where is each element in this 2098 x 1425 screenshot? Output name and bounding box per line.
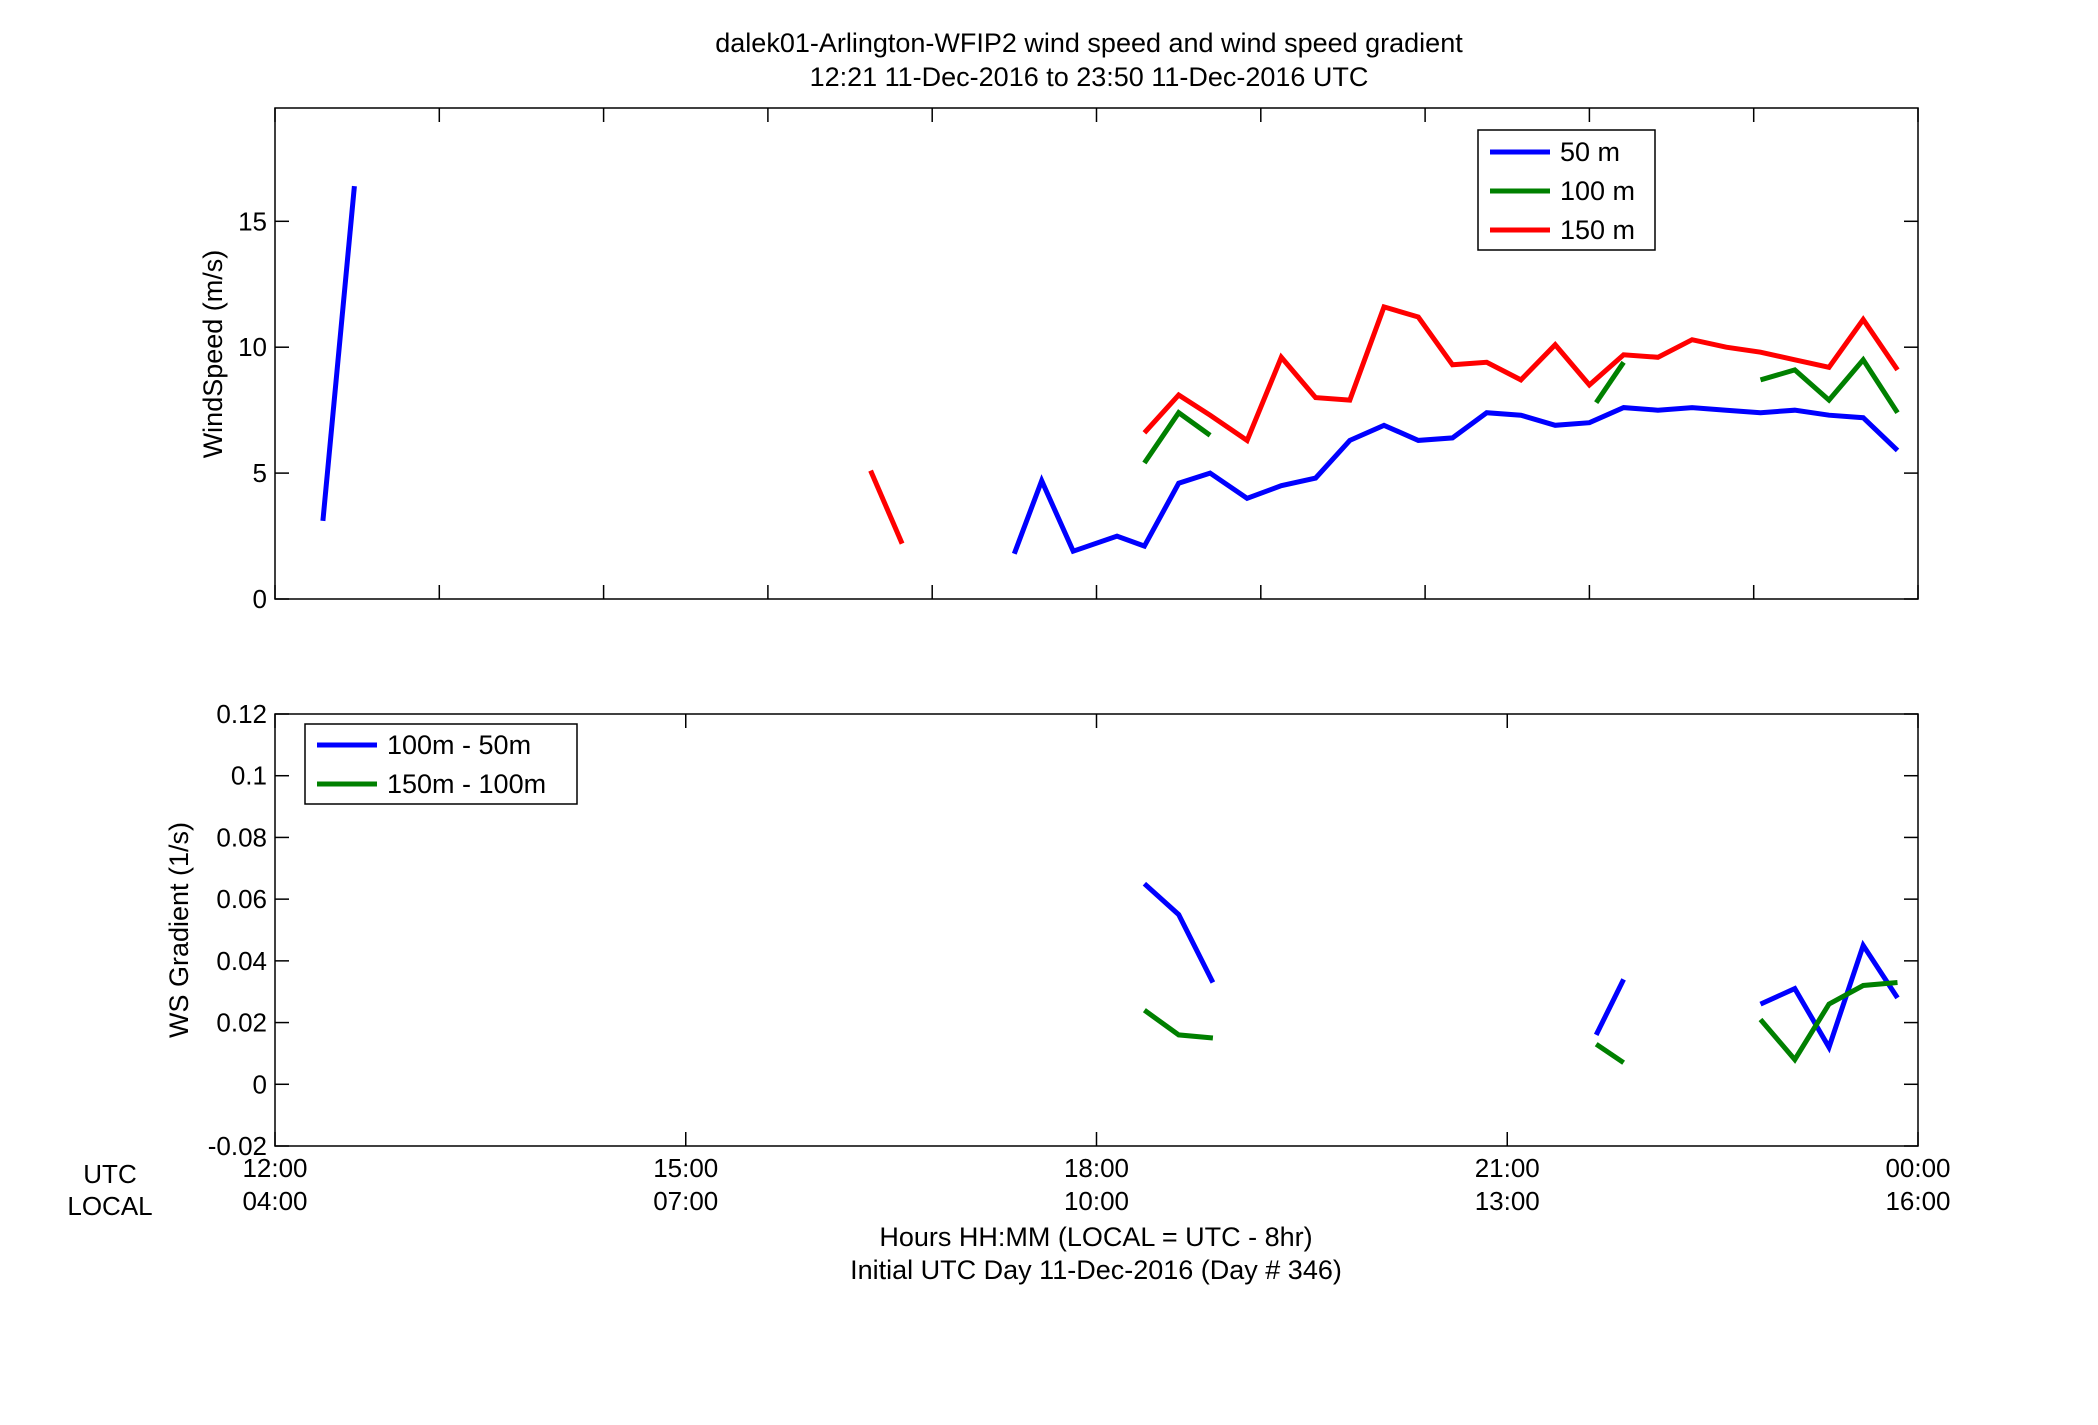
- ws-gradient-ticks: -0.02 0 0.02 0.04 0.06 0.08 0.1 0.12: [208, 699, 1919, 1161]
- x-tick-label-local: 10:00: [1064, 1186, 1129, 1216]
- wind-speed-legend-label-1: 50 m: [1560, 137, 1620, 167]
- x-tick-label-local: 04:00: [242, 1186, 307, 1216]
- wind-speed-ticks: 0 5 10 15: [238, 108, 1919, 614]
- ws-gradient-legend-label-2: 150m - 100m: [387, 769, 546, 799]
- ws-gradient-ytick-label: 0.08: [216, 822, 267, 852]
- ws-gradient-ytick-label: -0.02: [208, 1131, 267, 1161]
- ws-gradient-series-1-segment-2: [1593, 978, 1626, 1037]
- wind-speed-ytick-label: 5: [253, 458, 267, 488]
- wind-speed-legend: 50 m 100 m 150 m: [1477, 129, 1656, 251]
- wind-speed-series-1-segment-2: [1011, 405, 1900, 555]
- wind-speed-series-3-segment-1: [868, 469, 905, 545]
- wind-speed-legend-label-2: 100 m: [1560, 176, 1635, 206]
- x-tick-label-local: 16:00: [1885, 1186, 1950, 1216]
- wind-speed-series: [320, 185, 1900, 555]
- x-tick-label-utc: 18:00: [1064, 1153, 1129, 1183]
- ws-gradient-ytick-label: 0.02: [216, 1008, 267, 1038]
- ws-gradient-panel: -0.02 0 0.02 0.04 0.06 0.08 0.1 0.12 WS Gradien…: [164, 699, 1919, 1161]
- wind-speed-series-2-segment-3: [1759, 355, 1900, 415]
- ws-gradient-ytick-label: 0.06: [216, 884, 267, 914]
- ws-gradient-series: [1142, 881, 1900, 1065]
- wind-speed-ytick-label: 15: [238, 206, 267, 236]
- ws-gradient-ytick-label: 0.12: [216, 699, 267, 729]
- x-tick-label-utc: 00:00: [1885, 1153, 1950, 1183]
- chart-title-line1: dalek01-Arlington-WFIP2 wind speed and w…: [715, 28, 1463, 58]
- ws-gradient-series-2-segment-1: [1142, 1008, 1214, 1041]
- wind-speed-plot-area: [274, 107, 1919, 600]
- wind-speed-series-2-segment-1: [1142, 409, 1212, 465]
- ws-gradient-legend-label-1: 100m - 50m: [387, 730, 531, 760]
- x-tick-label-utc: 15:00: [653, 1153, 718, 1183]
- ws-gradient-legend-box: [304, 723, 578, 805]
- ws-gradient-ytick-label: 0.1: [231, 761, 267, 791]
- ws-gradient-series-2-segment-2: [1594, 1042, 1625, 1065]
- chart-title-line2: 12:21 11-Dec-2016 to 23:50 11-Dec-2016 U…: [810, 62, 1369, 92]
- wind-speed-series-2-segment-2: [1594, 360, 1626, 405]
- x-axis-label-line2: Initial UTC Day 11-Dec-2016 (Day # 346): [850, 1255, 1342, 1285]
- utc-row-label: UTC: [83, 1159, 136, 1189]
- wind-speed-panel: 0 5 10 15 WindSpeed (m/s) 50 m 100 m 150 m: [198, 107, 1919, 614]
- x-tick-label-local: 13:00: [1475, 1186, 1540, 1216]
- local-row-label: LOCAL: [67, 1191, 152, 1221]
- ws-gradient-ytick-label: 0.04: [216, 946, 267, 976]
- wind-speed-ylabel: WindSpeed (m/s): [198, 250, 228, 459]
- ws-gradient-legend: 100m - 50m 150m - 100m: [304, 723, 578, 805]
- ws-gradient-ytick-label: 0: [253, 1069, 267, 1099]
- ws-gradient-ylabel: WS Gradient (1/s): [164, 822, 194, 1038]
- wind-speed-series-1-segment-1: [320, 185, 357, 522]
- x-tick-label-local: 07:00: [653, 1186, 718, 1216]
- ws-gradient-series-1-segment-3: [1759, 939, 1900, 1054]
- x-axis-label-line1: Hours HH:MM (LOCAL = UTC - 8hr): [879, 1222, 1312, 1252]
- wind-speed-ytick-label: 10: [238, 332, 267, 362]
- wind-speed-series-3-segment-2: [1142, 303, 1900, 445]
- wind-speed-legend-label-3: 150 m: [1560, 215, 1635, 245]
- x-tick-label-utc: 21:00: [1475, 1153, 1540, 1183]
- wind-speed-ytick-label: 0: [253, 584, 267, 614]
- ws-gradient-series-1-segment-1: [1142, 881, 1216, 984]
- x-tick-label-utc: 12:00: [242, 1153, 307, 1183]
- ws-gradient-series-2-segment-3: [1758, 980, 1898, 1064]
